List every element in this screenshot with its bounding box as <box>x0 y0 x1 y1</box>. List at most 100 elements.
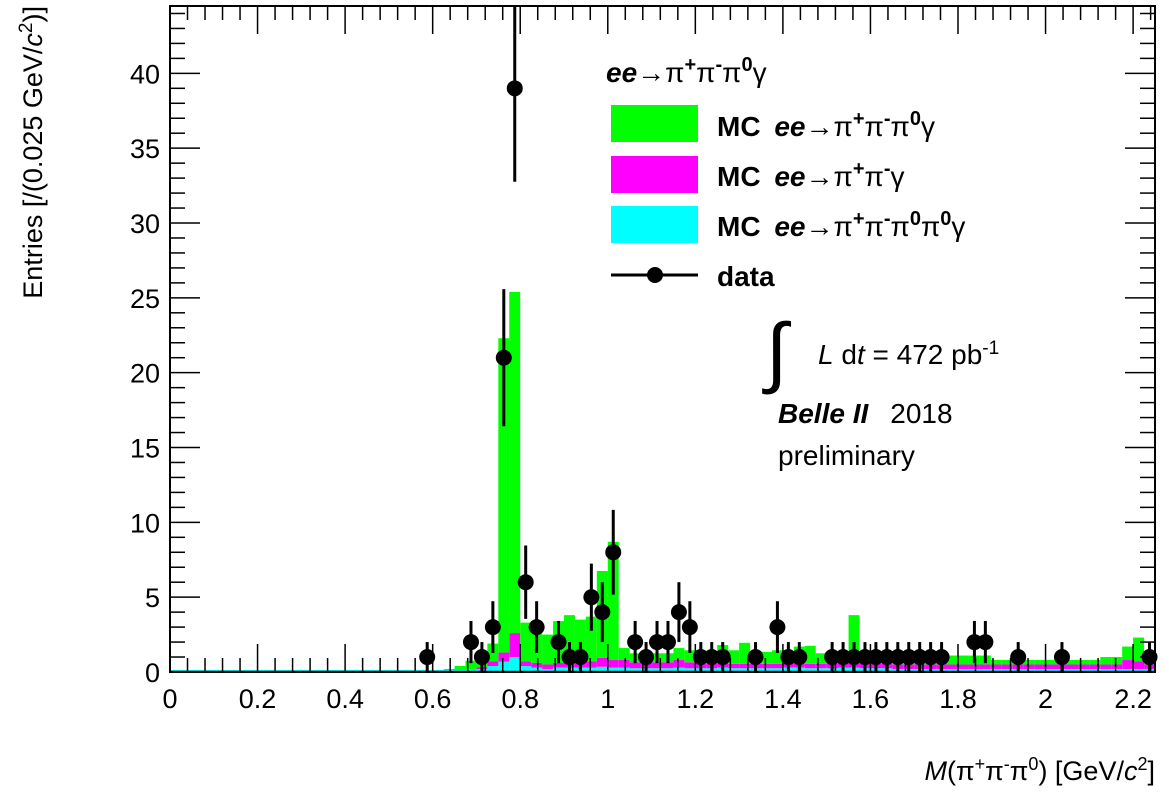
data-point <box>627 634 644 651</box>
hist-bar-00ff00 <box>454 666 466 671</box>
hist-bar-00ff00 <box>1078 660 1090 665</box>
x-tick-label: 0.8 <box>501 684 539 714</box>
hist-bar-00ff00 <box>673 648 685 661</box>
hist-bar-ff00ff <box>968 664 980 670</box>
data-point <box>966 634 983 651</box>
data-point <box>517 574 534 591</box>
hist-bar-ff00ff <box>531 663 543 668</box>
hist-bar-00ff00 <box>761 651 772 664</box>
hist-bar-ff00ff <box>1001 664 1013 670</box>
hist-bar-00ff00 <box>574 619 586 664</box>
hist-bar-00ff00 <box>990 660 1002 665</box>
hist-bar-00ffff <box>596 666 608 672</box>
data-point <box>649 634 666 651</box>
hist-bar-00ff00 <box>947 655 958 665</box>
data-point <box>638 649 655 666</box>
x-tick-label: 1 <box>600 684 615 714</box>
hist-bar-ff00ff <box>520 661 532 667</box>
hist-bar-00ffff <box>607 667 619 672</box>
data-point <box>747 649 764 666</box>
x-tick-label: 1.8 <box>939 684 977 714</box>
x-tick-label: 2 <box>1038 684 1053 714</box>
data-points-layer <box>419 6 1158 672</box>
luminosity-text: L dt = 472 pb-1 <box>818 338 999 371</box>
hist-bar-00ff00 <box>1122 646 1134 661</box>
hist-bar-ff00ff <box>498 652 510 662</box>
y-tick-label: 30 <box>130 209 160 239</box>
x-tick-label: 0.4 <box>326 684 364 714</box>
data-point <box>933 649 950 666</box>
data-point <box>506 80 523 97</box>
hist-bar-ff00ff <box>1100 664 1112 670</box>
y-tick-label: 15 <box>130 434 160 464</box>
hist-bar-00ff00 <box>509 291 521 634</box>
hist-bar-00ff00 <box>1100 657 1112 665</box>
hist-bar-00ff00 <box>815 653 827 664</box>
hist-bar-ff00ff <box>1078 664 1090 670</box>
data-point <box>878 649 895 666</box>
hist-bar-ff00ff <box>629 662 641 669</box>
legend-label-pipipi0pi0gamma: MC ee→π+π-π0π0γ <box>717 208 965 242</box>
hist-bar-ff00ff <box>979 664 991 670</box>
data-point <box>550 634 567 651</box>
hist-bar-00ff00 <box>542 634 554 665</box>
hist-bar-ff00ff <box>990 664 1002 670</box>
hist-bar-ff00ff <box>487 661 499 667</box>
y-tick-label: 20 <box>130 359 160 389</box>
hist-bar-ff00ff <box>958 664 969 670</box>
hist-bar-00ff00 <box>585 616 597 662</box>
hist-bar-00ffff <box>553 667 564 672</box>
x-tick-label: 1.6 <box>852 684 890 714</box>
x-tick-label: 0.2 <box>239 684 277 714</box>
hist-bar-00ff00 <box>804 645 816 664</box>
hist-bar-ff00ff <box>1089 664 1101 670</box>
hist-bar-ff00ff <box>651 662 663 669</box>
hist-bar-ff00ff <box>1023 664 1035 670</box>
y-tick-label: 0 <box>145 658 160 688</box>
plot-frame <box>169 5 1156 673</box>
y-axis-label: Entries [/(0.025 GeV/c2)] <box>16 6 49 299</box>
data-point <box>835 649 852 666</box>
hist-bar-ff00ff <box>771 663 783 669</box>
hist-bar-ff00ff <box>947 664 958 670</box>
integral-sign: ∫ <box>762 307 792 395</box>
data-point <box>583 589 600 606</box>
hist-bar-ff00ff <box>1133 661 1145 670</box>
hist-bar-00ff00 <box>1133 637 1145 662</box>
data-point <box>977 634 994 651</box>
data-point <box>484 619 501 636</box>
x-tick-label: 1.2 <box>677 684 715 714</box>
data-point <box>769 619 786 636</box>
hist-bar-ff00ff <box>596 657 608 667</box>
legend-header: ee→π+π-π0γ <box>606 54 767 88</box>
legend-swatch-cyan <box>611 206 698 243</box>
data-point <box>692 649 709 666</box>
hist-bar-00ff00 <box>564 615 575 664</box>
hist-bar-00ff00 <box>958 655 969 665</box>
legend-swatch-green <box>611 105 698 142</box>
legend-label-pipipi0gamma: MC ee→π+π-π0γ <box>717 108 935 142</box>
hist-bar-00ff00 <box>607 541 619 661</box>
hist-bar-00ff00 <box>1034 660 1046 665</box>
data-point <box>703 649 720 666</box>
data-point <box>572 649 589 666</box>
hist-bar-ff00ff <box>1122 660 1134 670</box>
ticks-layer <box>169 6 1155 673</box>
data-point <box>605 544 622 561</box>
legend-label-data: data <box>717 261 775 292</box>
x-tick-label: 1.4 <box>764 684 802 714</box>
hist-bar-00ff00 <box>1001 660 1013 665</box>
hist-bar-ff00ff <box>509 633 521 658</box>
hist-bar-00ffff <box>498 661 510 672</box>
legend-swatch-magenta <box>611 156 698 193</box>
hist-bar-00ff00 <box>771 650 783 664</box>
hist-bar-00ff00 <box>1111 657 1123 665</box>
hist-bar-00ff00 <box>618 648 630 661</box>
data-point <box>473 649 490 666</box>
preliminary-label: preliminary <box>778 440 915 471</box>
hist-bar-00ff00 <box>520 622 532 662</box>
hist-bar-00ff00 <box>465 660 477 670</box>
hist-bar-ff00ff <box>553 663 564 668</box>
hist-bar-ff00ff <box>585 661 597 668</box>
